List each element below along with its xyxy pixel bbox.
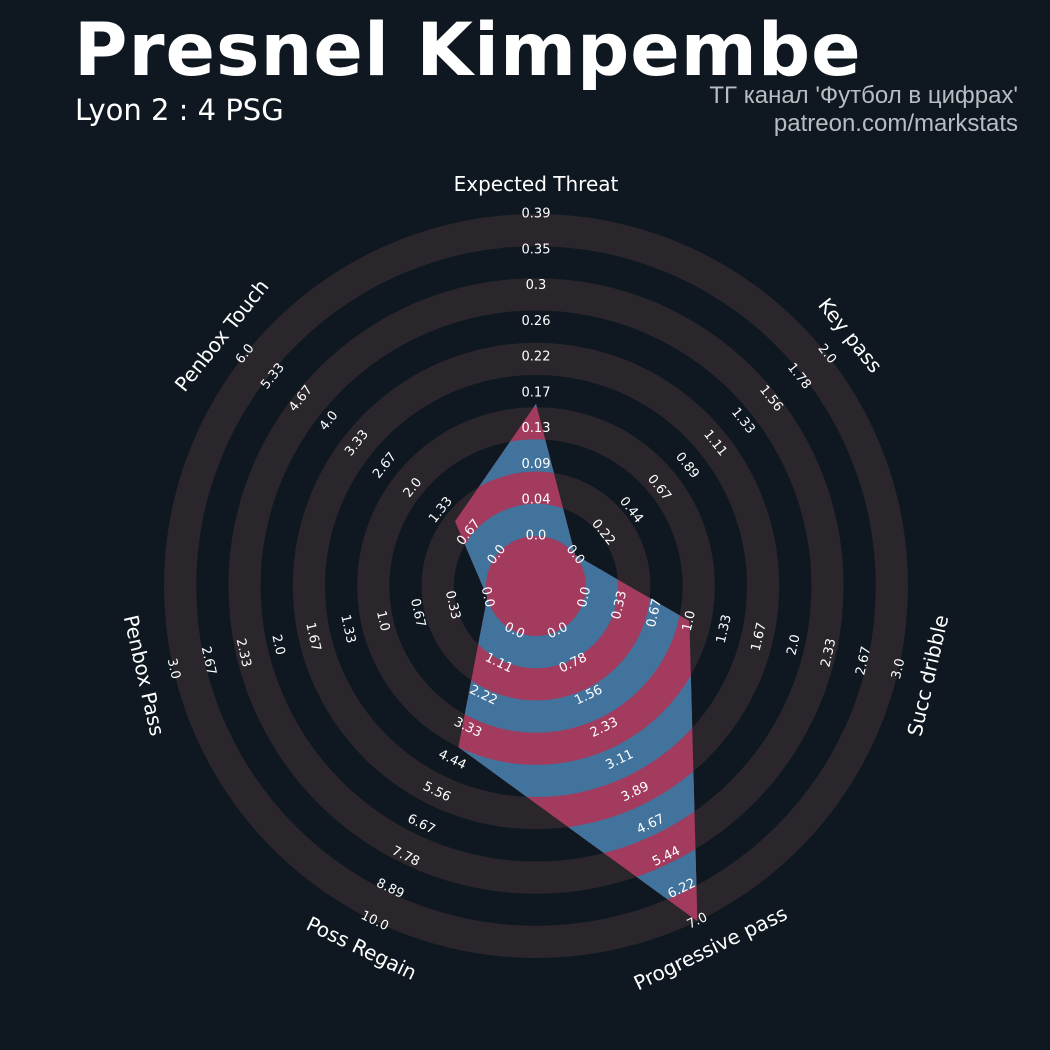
tick-label: 0.39	[522, 207, 551, 222]
tick-label: 2.33	[233, 637, 254, 669]
tick-label: 2.0	[268, 633, 287, 657]
radar-fill-pink	[455, 403, 698, 922]
tick-label: 0.3	[526, 278, 547, 293]
tick-label: 0.04	[522, 493, 551, 508]
patreon-credit: patreon.com/markstats	[773, 110, 1018, 137]
axis-ticks-5: 0.0 0.33 0.67 1.0 1.33 1.67 2.0 2.33 2.67 3.0	[164, 585, 497, 680]
tick-label: 1.0	[680, 609, 699, 633]
tick-label: 0.0	[478, 585, 497, 609]
tick-label: 2.33	[818, 637, 839, 669]
tick-label: 0.17	[522, 385, 551, 400]
tick-label: 0.09	[522, 457, 551, 472]
tick-label: 0.35	[522, 242, 551, 257]
tick-label: 0.67	[407, 597, 428, 629]
tick-label: 1.33	[714, 613, 735, 645]
tick-label: 3.0	[164, 657, 183, 681]
axis-ticks-0: 0.0 0.04 0.09 0.13 0.17 0.22 0.26 0.3 0.35 0.39	[522, 207, 551, 544]
match-score-subtitle: Lyon 2 : 4 PSG	[75, 93, 284, 127]
tick-label: 0.67	[644, 597, 665, 629]
tick-label: 1.67	[749, 621, 770, 653]
tick-label: 0.26	[522, 314, 551, 329]
tick-label: 0.0	[526, 529, 547, 544]
tick-label: 2.67	[198, 645, 219, 677]
parameter-label: Expected Threat	[454, 172, 619, 196]
tick-label: 0.0	[575, 585, 594, 609]
tick-label: 1.67	[302, 621, 323, 653]
tick-label: 0.13	[522, 421, 551, 436]
tick-label: 1.33	[337, 613, 358, 645]
tick-label: 3.0	[889, 657, 908, 681]
tick-label: 0.33	[609, 589, 630, 621]
parameter-label: Penbox Pass	[119, 613, 170, 738]
tick-label: 2.0	[784, 633, 803, 657]
tick-label: 2.67	[853, 645, 874, 677]
parameter-label: Succ dribble	[902, 613, 953, 739]
tick-label: 1.0	[373, 609, 392, 633]
tick-label: 0.33	[442, 589, 463, 621]
player-name-title: Presnel Kimpembe	[74, 8, 862, 93]
tick-label: 0.22	[522, 350, 551, 365]
telegram-credit: ТГ канал 'Футбол в цифрах'	[709, 82, 1018, 109]
axis-ticks-2: 0.0 0.33 0.67 1.0 1.33 1.67 2.0 2.33 2.67 3.0	[575, 585, 908, 680]
